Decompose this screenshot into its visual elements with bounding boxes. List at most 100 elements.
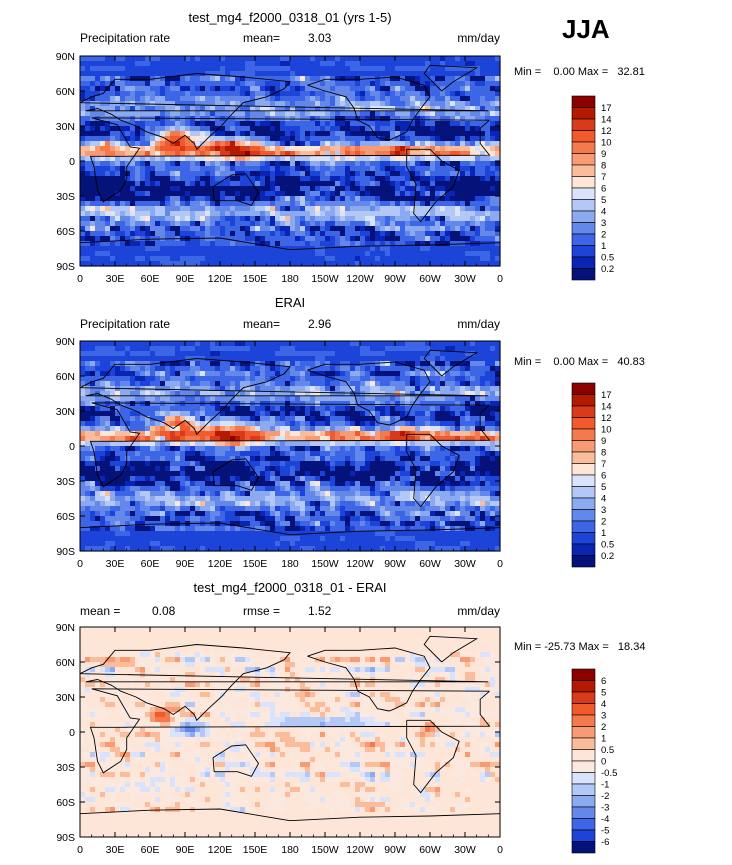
- field-cell: [265, 176, 271, 182]
- field-cell: [230, 416, 236, 422]
- field-cell: [350, 171, 356, 177]
- field-cell: [375, 81, 381, 87]
- field-cell: [240, 241, 246, 247]
- field-cell: [470, 171, 476, 177]
- field-cell: [230, 191, 236, 197]
- field-cell: [305, 201, 311, 207]
- field-cell: [185, 231, 191, 237]
- field-cell: [320, 81, 326, 87]
- field-cell: [190, 91, 196, 97]
- field-cell: [435, 216, 441, 222]
- field-cell: [240, 251, 246, 257]
- field-cell: [190, 96, 196, 102]
- field-cell: [350, 161, 356, 167]
- field-cell: [225, 171, 231, 177]
- field-cell: [210, 391, 216, 397]
- field-cell: [235, 176, 241, 182]
- field-cell: [100, 361, 106, 367]
- field-cell: [300, 96, 306, 102]
- field-cell: [250, 411, 256, 417]
- field-cell: [435, 401, 441, 407]
- field-cell: [285, 416, 291, 422]
- field-cell: [355, 176, 361, 182]
- field-cell: [280, 201, 286, 207]
- field-cell: [375, 156, 381, 162]
- field-cell: [455, 141, 461, 147]
- field-cell: [115, 106, 121, 112]
- field-cell: [180, 201, 186, 207]
- field-cell: [105, 381, 111, 387]
- field-cell: [95, 176, 101, 182]
- field-cell: [430, 91, 436, 97]
- field-cell: [140, 351, 146, 357]
- field-cell: [150, 201, 156, 207]
- field-cell: [315, 396, 321, 402]
- field-cell: [95, 141, 101, 147]
- field-cell: [255, 211, 261, 217]
- field-cell: [355, 191, 361, 197]
- field-cell: [410, 126, 416, 132]
- field-cell: [425, 116, 431, 122]
- field-cell: [300, 216, 306, 222]
- field-cell: [460, 226, 466, 232]
- field-cell: [295, 71, 301, 77]
- field-cell: [265, 66, 271, 72]
- field-cell: [215, 226, 221, 232]
- field-cell: [495, 351, 501, 357]
- field-cell: [425, 106, 431, 112]
- field-cell: [295, 81, 301, 87]
- field-cell: [285, 386, 291, 392]
- field-cell: [405, 346, 411, 352]
- field-cell: [405, 256, 411, 262]
- field-cell: [315, 196, 321, 202]
- field-cell: [320, 211, 326, 217]
- field-cell: [240, 156, 246, 162]
- field-cell: [110, 341, 116, 347]
- field-cell: [490, 186, 496, 192]
- field-cell: [460, 396, 466, 402]
- field-cell: [250, 251, 256, 257]
- field-cell: [465, 106, 471, 112]
- field-cell: [235, 91, 241, 97]
- field-cell: [100, 196, 106, 202]
- field-cell: [310, 226, 316, 232]
- field-cell: [290, 251, 296, 257]
- field-cell: [430, 176, 436, 182]
- field-cell: [235, 261, 241, 267]
- field-cell: [265, 226, 271, 232]
- field-cell: [340, 251, 346, 257]
- field-cell: [140, 201, 146, 207]
- field-cell: [170, 371, 176, 377]
- field-cell: [255, 91, 261, 97]
- field-cell: [125, 131, 131, 137]
- field-cell: [165, 216, 171, 222]
- field-cell: [280, 151, 286, 157]
- field-cell: [355, 256, 361, 262]
- field-cell: [150, 351, 156, 357]
- field-cell: [445, 411, 451, 417]
- field-cell: [225, 111, 231, 117]
- field-cell: [95, 256, 101, 262]
- field-cell: [380, 56, 386, 62]
- field-cell: [145, 106, 151, 112]
- field-cell: [145, 211, 151, 217]
- field-cell: [470, 136, 476, 142]
- field-cell: [385, 181, 391, 187]
- field-cell: [365, 236, 371, 242]
- field-cell: [395, 361, 401, 367]
- field-cell: [130, 81, 136, 87]
- field-cell: [230, 381, 236, 387]
- field-cell: [255, 166, 261, 172]
- field-cell: [95, 131, 101, 137]
- field-cell: [400, 226, 406, 232]
- field-cell: [290, 416, 296, 422]
- field-cell: [230, 371, 236, 377]
- field-cell: [430, 126, 436, 132]
- field-cell: [395, 196, 401, 202]
- field-cell: [425, 96, 431, 102]
- field-cell: [245, 391, 251, 397]
- field-cell: [495, 256, 501, 262]
- field-cell: [145, 116, 151, 122]
- field-cell: [320, 346, 326, 352]
- field-cell: [395, 116, 401, 122]
